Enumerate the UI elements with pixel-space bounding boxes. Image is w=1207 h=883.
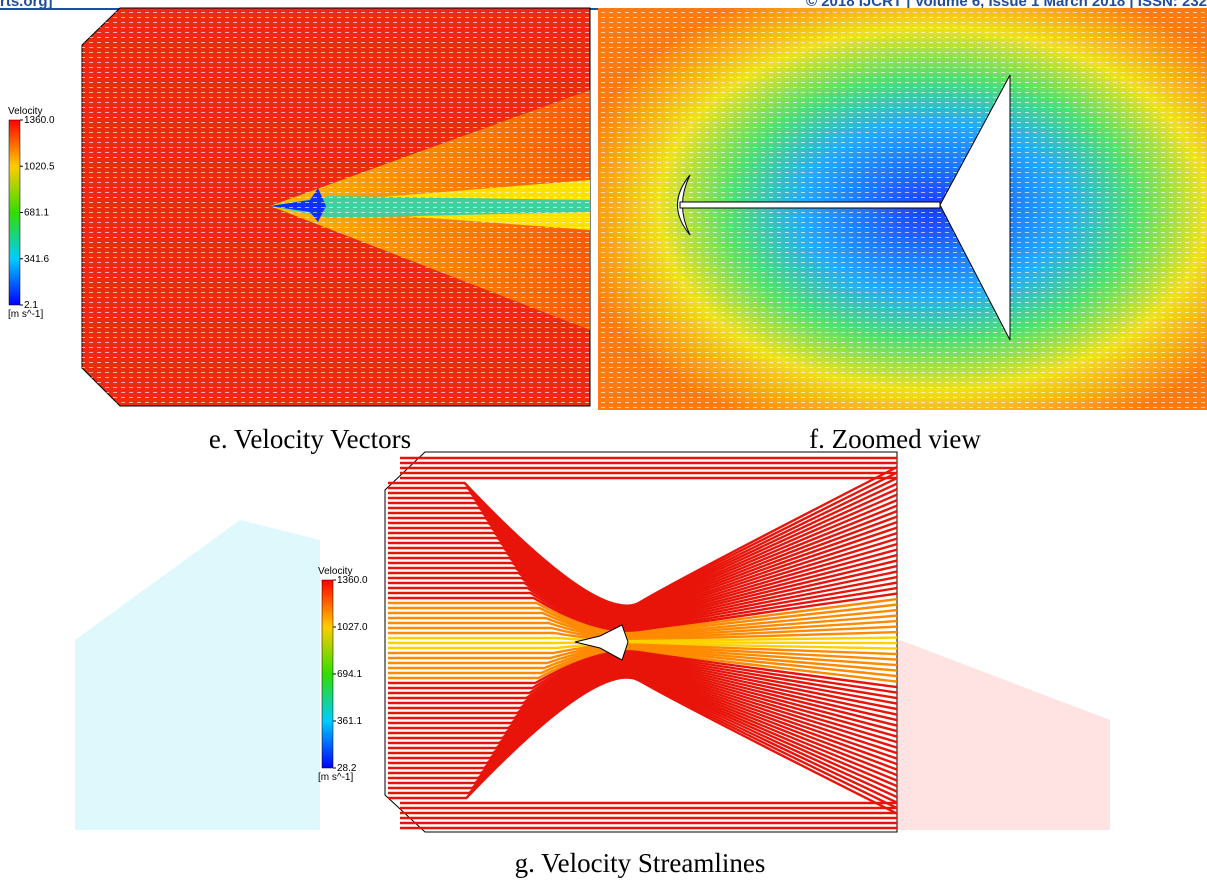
colorbar-label: 1360.0: [24, 115, 55, 126]
colorbar-label: 1020.5: [24, 161, 55, 172]
colorbar: [322, 580, 333, 768]
colorbar-label: 361.1: [337, 716, 362, 727]
colorbar-label: 1027.0: [337, 622, 368, 633]
zoomed-plot: [598, 8, 1207, 410]
header-left: rts.org]: [0, 0, 53, 10]
page: {"header": {"left": "rts.org]", "right":…: [0, 0, 1207, 883]
colorbar-label: 681.1: [24, 208, 49, 219]
streamline-plot: [385, 452, 897, 832]
colorbar-label: 1360.0: [337, 575, 368, 586]
caption: e. Velocity Vectors: [209, 424, 411, 454]
caption: g. Velocity Streamlines: [515, 848, 766, 878]
colorbar-label: 694.1: [337, 669, 362, 680]
page-canvas: rts.org] © 2018 IJCRT | Volume 6, Issue …: [0, 0, 1207, 883]
colorbar-unit: [m s^-1]: [8, 309, 43, 320]
colorbar-label: 341.6: [24, 254, 49, 265]
vector-plot: [82, 8, 590, 406]
colorbar-unit: [m s^-1]: [318, 772, 353, 783]
colorbar: [9, 120, 20, 305]
caption: f. Zoomed view: [809, 424, 981, 454]
